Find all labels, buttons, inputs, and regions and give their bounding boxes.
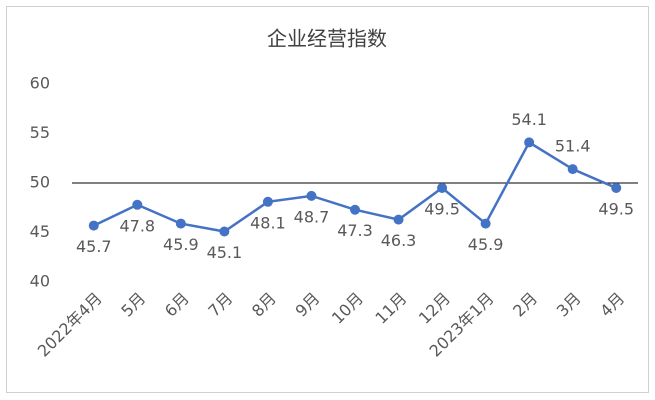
marker	[480, 218, 491, 229]
data-label: 49.5	[598, 199, 634, 218]
marker	[350, 204, 360, 215]
data-label: 49.5	[424, 199, 460, 218]
data-label: 45.9	[468, 235, 504, 254]
data-label: 45.7	[76, 237, 112, 256]
marker	[306, 190, 317, 201]
y-tick-label: 40	[30, 272, 50, 291]
marker	[175, 218, 186, 229]
y-tick-label: 55	[30, 123, 50, 142]
chart-border	[6, 6, 649, 393]
marker	[88, 220, 99, 231]
y-tick-label: 45	[30, 222, 50, 241]
data-label: 48.1	[250, 213, 286, 232]
data-label: 51.4	[555, 137, 591, 156]
y-tick-label: 60	[30, 74, 50, 93]
data-label: 47.8	[119, 216, 155, 235]
marker	[262, 196, 273, 207]
y-tick-label: 50	[30, 173, 50, 192]
marker	[132, 199, 143, 210]
data-label: 47.3	[337, 221, 373, 240]
chart-title: 企业经营指数	[267, 27, 387, 51]
marker	[219, 226, 230, 237]
data-label: 48.7	[294, 207, 330, 226]
marker	[567, 164, 578, 175]
data-label: 54.1	[511, 110, 547, 129]
data-label: 45.9	[163, 235, 199, 254]
marker	[437, 182, 448, 193]
marker	[611, 182, 622, 193]
data-label: 46.3	[381, 231, 417, 250]
marker	[393, 214, 404, 225]
marker	[524, 137, 535, 148]
data-label: 45.1	[207, 243, 243, 262]
